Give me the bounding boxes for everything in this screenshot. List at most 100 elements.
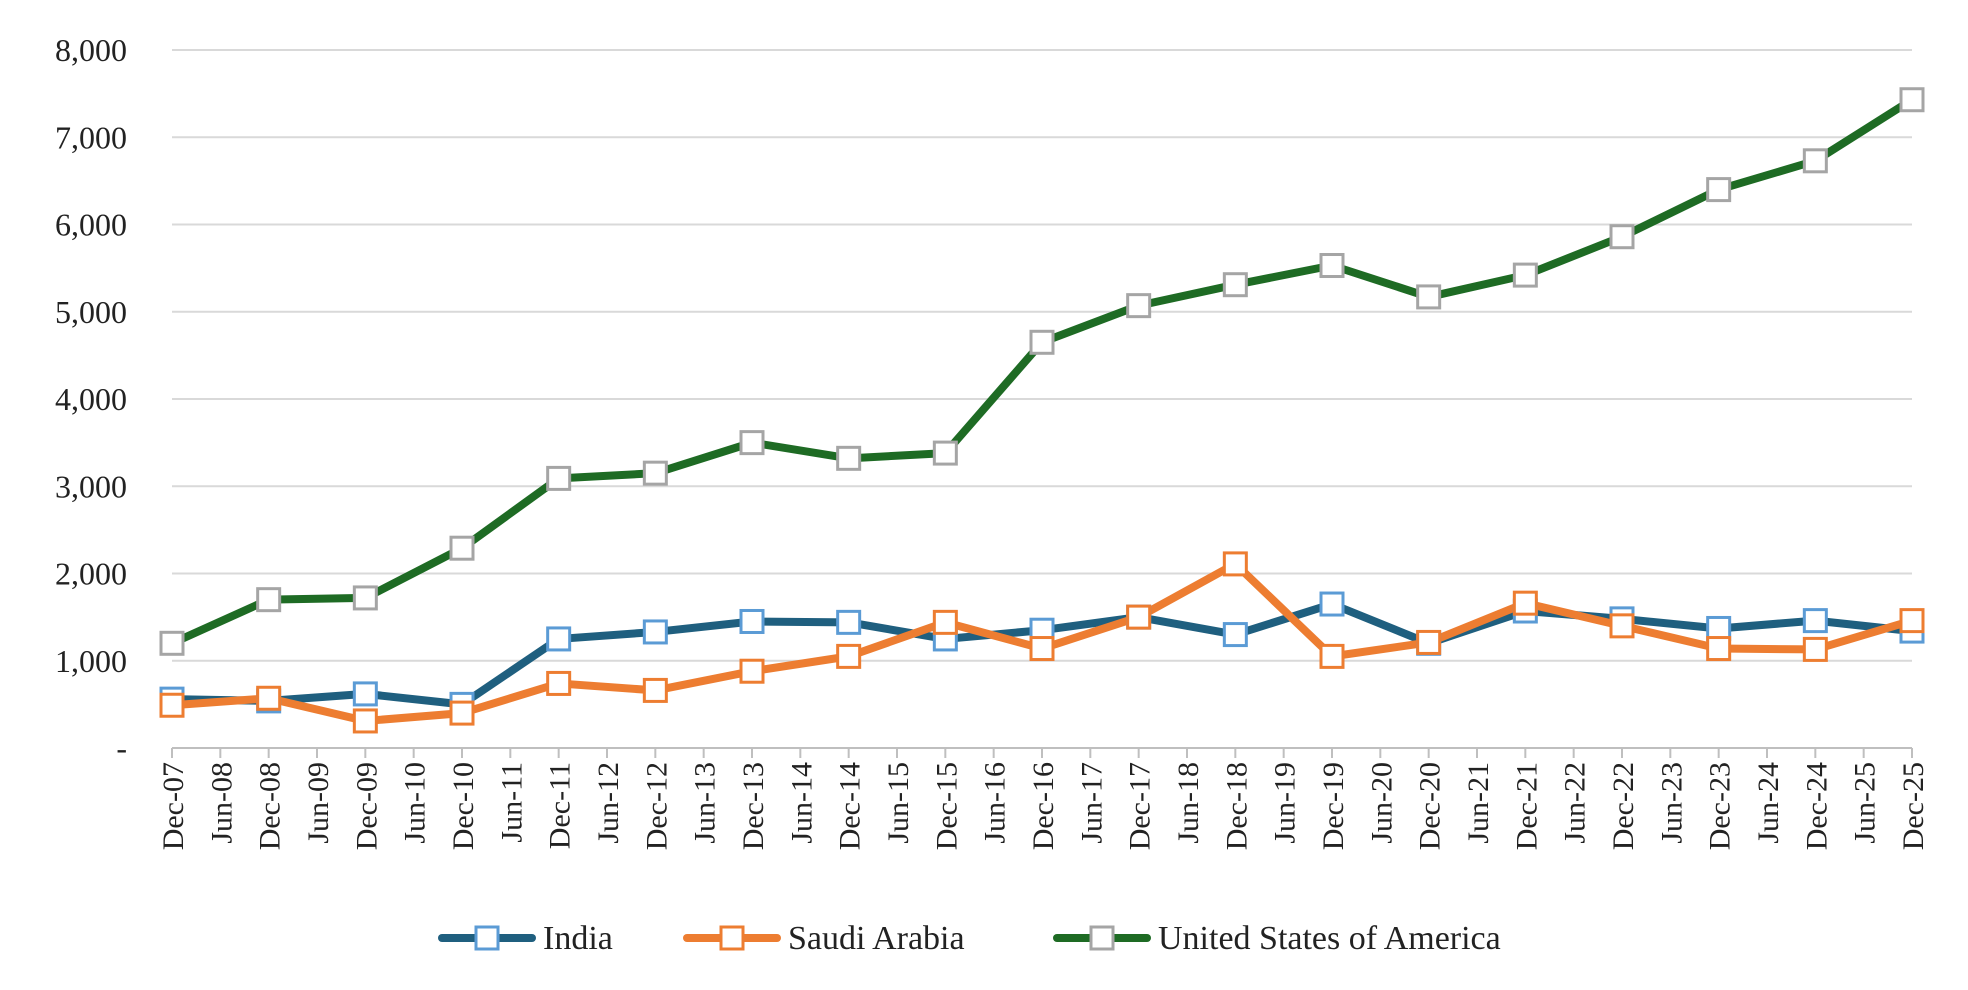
x-tick-label: Jun-10 — [399, 762, 432, 844]
legend-marker-2 — [1089, 925, 1115, 951]
x-axis: Dec-07 Jun-08 Dec-08 Jun-09 Dec-09 Jun-10 Dec-… — [157, 747, 1930, 850]
x-tick-label: Jun-18 — [1172, 762, 1205, 844]
data-point-marker — [836, 445, 862, 471]
x-tick-label: Dec-08 — [254, 762, 287, 850]
x-tick-label: Dec-20 — [1414, 762, 1447, 850]
legend-marker-1 — [719, 925, 745, 951]
x-tick-label: Jun-20 — [1365, 762, 1398, 844]
x-tick-label: Jun-14 — [785, 762, 818, 844]
data-point-marker — [1029, 636, 1055, 662]
data-point-marker — [1319, 591, 1345, 617]
data-point-marker — [352, 681, 378, 707]
y-tick-label: 2,000 — [55, 556, 127, 592]
data-point-marker — [449, 535, 475, 561]
x-tick-label: Dec-23 — [1704, 762, 1737, 850]
x-tick-label: Dec-11 — [544, 762, 577, 849]
y-tick-label: 6,000 — [55, 207, 127, 243]
y-axis-tick-labels: - 1,000 2,000 3,000 4,000 5,000 6,000 7,000 8,00… — [55, 32, 127, 766]
data-point-marker — [159, 630, 185, 656]
x-tick-label: Dec-07 — [157, 762, 190, 850]
data-point-marker — [159, 692, 185, 718]
y-tick-label: 3,000 — [55, 468, 127, 504]
data-point-marker — [256, 685, 282, 711]
legend-marker-0 — [474, 925, 500, 951]
x-tick-label: Jun-09 — [302, 762, 335, 844]
data-point-marker — [1609, 224, 1635, 250]
y-tick-label: 8,000 — [55, 32, 127, 68]
x-tick-label: Dec-12 — [640, 762, 673, 850]
x-tick-label: Dec-21 — [1510, 762, 1543, 850]
data-point-marker — [932, 609, 958, 635]
data-point-marker — [1512, 590, 1538, 616]
x-tick-label: Jun-17 — [1075, 762, 1108, 844]
y-tick-label: 1,000 — [55, 643, 127, 679]
data-point-marker — [1222, 272, 1248, 298]
data-point-marker — [1512, 262, 1538, 288]
data-point-marker — [546, 670, 572, 696]
data-point-marker — [352, 708, 378, 734]
data-point-marker — [739, 430, 765, 456]
data-point-marker — [1319, 253, 1345, 279]
data-point-marker — [1802, 636, 1828, 662]
data-point-marker — [256, 587, 282, 613]
data-point-marker — [1126, 293, 1152, 319]
x-tick-label: Dec-14 — [834, 762, 867, 850]
data-point-marker — [1416, 284, 1442, 310]
data-point-marker — [739, 608, 765, 634]
data-point-marker — [1416, 629, 1442, 655]
data-point-marker — [1706, 636, 1732, 662]
data-point-marker — [546, 465, 572, 491]
legend-label: Saudi Arabia — [788, 920, 965, 957]
x-tick-label: Dec-17 — [1124, 762, 1157, 850]
legend-label: United States of America — [1158, 920, 1501, 957]
data-point-marker — [1802, 148, 1828, 174]
x-tick-label: Dec-25 — [1897, 762, 1930, 850]
series-line-2 — [168, 95, 1916, 648]
x-tick-label: Jun-11 — [495, 762, 528, 843]
data-point-marker — [1899, 608, 1925, 634]
x-tick-label: Dec-13 — [737, 762, 770, 850]
data-point-marker — [546, 626, 572, 652]
x-tick-label: Dec-15 — [930, 762, 963, 850]
data-point-marker — [449, 700, 475, 726]
x-tick-label: Dec-09 — [350, 762, 383, 850]
data-point-marker — [1802, 608, 1828, 634]
y-tick-label: - — [116, 730, 127, 766]
x-tick-label: Jun-12 — [592, 762, 625, 844]
data-point-marker — [1319, 643, 1345, 669]
legend: India Saudi Arabia United States of Americ… — [438, 920, 1501, 957]
gridlines — [172, 49, 1912, 662]
data-point-marker — [932, 440, 958, 466]
data-point-marker — [836, 643, 862, 669]
legend-label: India — [543, 920, 613, 957]
x-tick-label: Jun-19 — [1269, 762, 1302, 844]
data-point-marker — [1222, 551, 1248, 577]
y-tick-label: 7,000 — [55, 119, 127, 155]
x-tick-label: Jun-16 — [979, 762, 1012, 844]
data-point-marker — [642, 677, 668, 703]
data-point-marker — [642, 619, 668, 645]
data-point-marker — [1029, 329, 1055, 355]
x-tick-label: Dec-10 — [447, 762, 480, 850]
x-tick-label: Dec-24 — [1800, 762, 1833, 850]
x-tick-label: Jun-15 — [882, 762, 915, 844]
x-tick-label: Jun-13 — [689, 762, 722, 844]
x-tick-label: Dec-19 — [1317, 762, 1350, 850]
data-point-marker — [1706, 177, 1732, 203]
x-tick-label: Jun-25 — [1849, 762, 1882, 844]
data-point-marker — [1222, 622, 1248, 648]
data-point-marker — [352, 585, 378, 611]
x-tick-label: Dec-16 — [1027, 762, 1060, 850]
x-tick-label: Dec-18 — [1220, 762, 1253, 850]
x-tick-label: Jun-21 — [1462, 762, 1495, 844]
data-point-marker — [836, 609, 862, 635]
x-tick-label: Jun-22 — [1559, 762, 1592, 844]
data-point-marker — [1126, 604, 1152, 630]
series-markers — [159, 87, 1925, 734]
data-point-marker — [1899, 87, 1925, 113]
x-tick-label: Dec-22 — [1607, 762, 1640, 850]
x-tick-label: Jun-08 — [205, 762, 238, 844]
y-tick-label: 4,000 — [55, 381, 127, 417]
y-tick-label: 5,000 — [55, 294, 127, 330]
